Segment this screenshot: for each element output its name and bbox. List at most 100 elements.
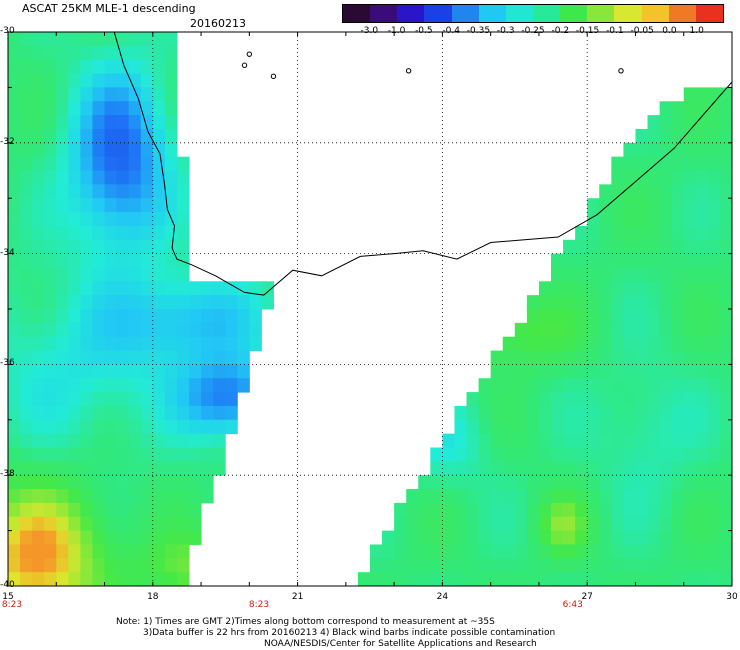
wind-cell [671,322,685,338]
wind-cell [587,558,600,573]
wind-cell [152,530,166,545]
wind-cell [695,253,709,268]
wind-cell [599,447,612,462]
wind-cell [683,378,697,393]
wind-cell [599,378,612,393]
wind-cell [116,364,130,379]
wind-cell [44,267,57,282]
color-scale-swatch [560,5,588,22]
wind-cell [128,544,142,559]
wind-cell [104,475,118,490]
wind-cell [68,239,81,255]
color-scale-swatch [343,5,371,22]
wind-cell [671,405,685,421]
wind-cell [80,59,93,75]
wind-cell [599,281,612,296]
wind-cell [599,502,612,518]
wind-cell [623,558,636,573]
wind-cell [587,572,600,587]
wind-cell [164,350,178,365]
wind-cell [32,142,45,158]
wind-cell [44,128,57,144]
wind-cell [92,295,106,310]
wind-cell [140,59,154,75]
wind-cell [611,405,624,421]
wind-cell [490,461,504,476]
wind-cell [104,253,118,268]
note-line-2: 3)Data buffer is 22 hrs from 20160213 4)… [143,628,556,638]
wind-cell [176,558,190,573]
wind-cell [671,336,685,352]
wind-cell [719,309,733,324]
wind-cell [502,419,516,435]
wind-cell [551,267,564,282]
wind-cell [611,239,624,255]
color-scale-label: -0.3 [496,26,515,36]
wind-cell [176,475,190,490]
wind-cell [551,309,564,324]
wind-cell [128,59,142,75]
wind-cell [683,142,697,158]
wind-cell [695,198,709,213]
wind-cell [490,364,504,379]
wind-cell [189,530,202,545]
wind-cell [466,475,480,490]
wind-cell [478,530,492,545]
wind-cell [20,309,33,324]
wind-cell [164,281,178,296]
wind-cell [394,558,407,573]
wind-cell [176,350,190,365]
wind-cell [683,156,697,171]
wind-cell [707,87,721,102]
wind-cell [68,170,81,185]
wind-cell [128,32,142,47]
wind-cell [442,572,455,587]
wind-cell [514,322,528,338]
wind-cell [32,405,45,421]
wind-cell [551,572,564,587]
wind-cell [201,281,214,296]
wind-cell [551,336,564,352]
wind-cell [176,405,190,421]
wind-cell [659,336,673,352]
wind-cell [176,516,190,532]
wind-cell [575,295,588,310]
wind-cell [587,502,600,518]
wind-cell [92,530,106,545]
wind-cell [80,45,93,61]
wind-cell [647,350,661,365]
wind-cell [8,516,21,532]
wind-cell [68,419,81,435]
wind-cell [490,433,504,448]
wind-cell [587,295,600,310]
wind-cell [152,295,166,310]
wind-cell [587,225,600,241]
wind-cell [647,530,661,545]
wind-cell [164,59,178,75]
wind-cell [587,239,600,255]
wind-cell [128,336,142,352]
wind-cell [430,530,443,545]
wind-cell [719,405,733,421]
wind-cell [176,378,190,393]
wind-cell [68,516,81,532]
wind-cell [406,572,419,587]
wind-cell [128,502,142,518]
wind-cell [20,364,33,379]
wind-cell [92,350,106,365]
wind-cell [92,378,106,393]
wind-cell [20,239,33,255]
wind-cell [140,364,154,379]
wind-cell [490,475,504,490]
wind-cell [707,558,721,573]
wind-cell [164,433,178,448]
wind-cell [164,239,178,255]
wind-cell [538,461,552,476]
wind-cell [659,572,673,587]
wind-cell [80,73,93,88]
wind-cell [32,281,45,296]
wind-cell [478,572,492,587]
wind-cell [8,267,21,282]
wind-cell [80,433,93,448]
wind-cell [719,378,733,393]
